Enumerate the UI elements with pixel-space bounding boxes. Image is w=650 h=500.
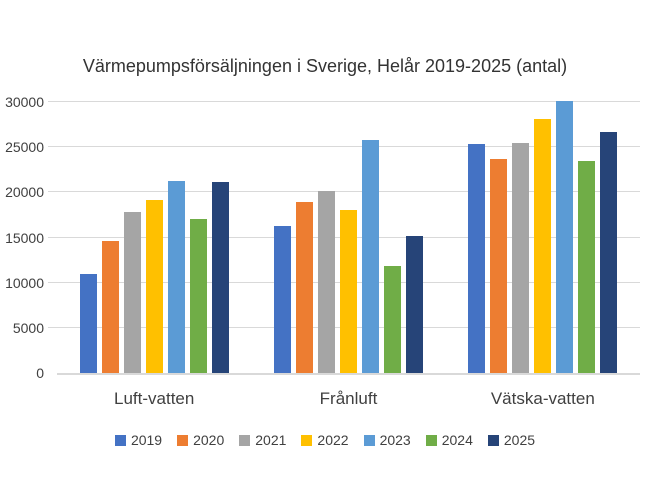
bar-frånluft-2019 (273, 225, 291, 373)
legend-label-2025: 2025 (503, 432, 536, 448)
bar-frånluft-2023 (361, 139, 379, 373)
legend-swatch-2024 (425, 434, 437, 446)
bar-group-vätska-vatten (446, 101, 640, 373)
x-axis-label-luft-vatten: Luft-vatten (114, 389, 195, 408)
y-tick-label-20000: 20000 (5, 184, 44, 201)
gridline-20000 (48, 191, 640, 193)
legend-item-2022: 2022 (301, 432, 349, 448)
legend-item-2025: 2025 (487, 432, 536, 448)
bar-luft-vatten-2022 (145, 200, 163, 373)
bar-luft-vatten-2023 (167, 180, 185, 373)
bar-frånluft-2025 (405, 235, 423, 373)
legend-item-2023: 2023 (363, 432, 411, 448)
bar-group-luft-vatten (57, 102, 251, 373)
bar-luft-vatten-2021 (123, 212, 141, 373)
bar-luft-vatten-2025 (211, 181, 229, 373)
gridline-30000 (48, 101, 640, 102)
legend-item-2021: 2021 (239, 432, 286, 448)
bar-frånluft-2021 (317, 191, 335, 373)
y-tick-label-10000: 10000 (5, 274, 44, 291)
x-axis-label-vätska-vatten: Vätska-vatten (490, 389, 595, 408)
legend-item-2019: 2019 (114, 432, 163, 448)
legend-swatch-2025 (487, 434, 499, 446)
bar-vätska-vatten-2021 (512, 142, 530, 373)
y-tick-label-5000: 5000 (12, 319, 44, 336)
legend-label-2021: 2021 (255, 432, 287, 448)
legend-swatch-2019 (114, 434, 126, 446)
y-tick-label-25000: 25000 (5, 139, 44, 156)
x-axis-label-frånluft: Frånluft (319, 389, 378, 408)
bar-vätska-vatten-2023 (556, 101, 574, 373)
y-tick-label-15000: 15000 (5, 229, 44, 246)
y-tick-label-30000: 30000 (5, 94, 44, 110)
bar-luft-vatten-2020 (101, 241, 119, 373)
bar-vätska-vatten-2020 (490, 158, 508, 373)
bar-frånluft-2022 (339, 210, 357, 373)
plot-area (48, 101, 640, 375)
legend-label-2023: 2023 (379, 432, 411, 448)
legend-label-2020: 2020 (193, 432, 225, 448)
bar-frånluft-2020 (295, 202, 313, 373)
chart-title: Värmepumpsförsäljningen i Sverige, Helår… (82, 56, 568, 76)
legend-label-2022: 2022 (317, 432, 349, 448)
legend-item-2020: 2020 (177, 432, 224, 448)
bar-vätska-vatten-2024 (578, 160, 596, 373)
bar-vätska-vatten-2025 (600, 131, 618, 373)
bar-vätska-vatten-2019 (468, 144, 486, 373)
legend-label-2019: 2019 (130, 432, 163, 448)
legend-label-2024: 2024 (441, 432, 473, 448)
legend-item-2024: 2024 (425, 432, 473, 448)
legend-swatch-2020 (177, 434, 189, 446)
legend: 2019 2020 2021 2022 2023 2024 2025 (0, 432, 650, 448)
bar-frånluft-2024 (383, 266, 401, 373)
bar-luft-vatten-2024 (189, 219, 207, 373)
gridline-25000 (48, 146, 640, 148)
bar-group-frånluft (251, 102, 445, 373)
bar-vätska-vatten-2022 (534, 119, 552, 373)
legend-swatch-2021 (239, 434, 251, 446)
y-tick-label-0: 0 (36, 365, 44, 381)
legend-swatch-2023 (363, 434, 375, 446)
bar-luft-vatten-2019 (79, 273, 97, 373)
legend-swatch-2022 (301, 434, 313, 446)
